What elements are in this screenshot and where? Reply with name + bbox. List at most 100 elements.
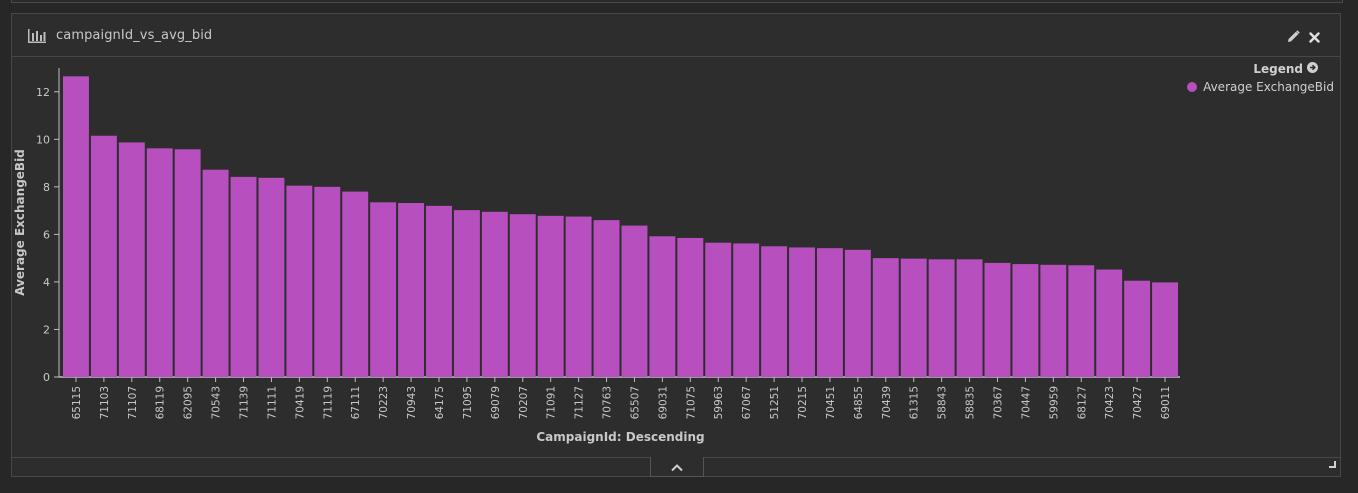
x-tick-label: 71119 xyxy=(322,386,334,419)
legend-item[interactable]: Average ExchangeBid xyxy=(1187,80,1334,94)
bar-chart: 0 2 4 6 8 10 12 Average ExchangeBid 65115 71103 71… xyxy=(13,68,1180,444)
collapse-button[interactable] xyxy=(650,457,704,477)
bar xyxy=(984,262,1011,377)
bar xyxy=(1096,269,1123,377)
x-tick-label: 71127 xyxy=(574,386,586,419)
x-tick-label: 71095 xyxy=(462,386,474,419)
bar xyxy=(956,259,983,377)
bar xyxy=(398,203,425,377)
x-tick-label: 70451 xyxy=(825,386,837,419)
bar xyxy=(1012,264,1039,377)
bar xyxy=(705,242,732,377)
bar xyxy=(286,185,313,377)
bar xyxy=(844,249,871,377)
pencil-icon[interactable] xyxy=(1287,28,1300,47)
x-tick-label: 70215 xyxy=(797,386,809,419)
bar xyxy=(1124,280,1151,377)
bar xyxy=(481,211,508,377)
bar xyxy=(872,258,899,377)
x-tick-label: 71139 xyxy=(239,386,251,419)
x-tick-label: 70943 xyxy=(406,386,418,419)
y-tick-label: 0 xyxy=(43,371,50,384)
bar xyxy=(789,247,815,377)
x-tick-label: 70439 xyxy=(881,386,893,419)
y-tick-label: 6 xyxy=(43,228,50,241)
bar xyxy=(621,225,648,377)
bar xyxy=(761,246,788,377)
bar xyxy=(453,210,480,377)
x-tick-label: 70543 xyxy=(211,386,223,419)
bar xyxy=(509,214,536,377)
y-tick-label: 2 xyxy=(43,323,50,336)
x-tick-label: 71107 xyxy=(127,386,139,419)
x-tick-label: 71091 xyxy=(546,386,558,419)
x-tick-label: 70223 xyxy=(378,386,390,419)
resize-handle-icon[interactable] xyxy=(1329,453,1336,472)
previous-panel-bottom xyxy=(11,0,1343,3)
bar xyxy=(202,169,229,377)
y-axis-label: Average ExchangeBid xyxy=(13,149,27,296)
x-tick-label: 70367 xyxy=(992,386,1004,419)
x-tick-label: 70419 xyxy=(294,386,306,419)
x-tick-label: 59959 xyxy=(1048,386,1060,419)
x-tick-label: 51251 xyxy=(769,386,781,419)
chart-area: 0 2 4 6 8 10 12 Average ExchangeBid 65115 71103 71… xyxy=(12,57,1340,457)
x-tick-label: 71103 xyxy=(99,386,111,419)
y-tick-label: 8 xyxy=(43,181,50,194)
x-tick-label: 69011 xyxy=(1160,386,1172,419)
x-tick-label: 64175 xyxy=(434,386,446,419)
bar xyxy=(426,205,452,377)
bar xyxy=(370,202,397,377)
bar xyxy=(677,237,704,377)
bar xyxy=(1152,282,1178,377)
close-icon[interactable] xyxy=(1309,28,1320,47)
bar xyxy=(733,243,760,377)
bar xyxy=(118,142,145,377)
bar xyxy=(565,216,592,377)
bar xyxy=(1040,264,1067,377)
x-tick-label: 68119 xyxy=(155,386,167,419)
x-tick-label: 62095 xyxy=(183,386,195,419)
legend-toggle[interactable]: Legend xyxy=(1253,62,1318,76)
x-tick-label: 70207 xyxy=(518,386,530,419)
x-tick-label: 58835 xyxy=(965,386,977,419)
x-tick-label: 69031 xyxy=(657,386,669,419)
legend-title: Legend xyxy=(1253,62,1303,76)
x-tick-label: 70423 xyxy=(1104,386,1116,419)
x-tick-label: 65115 xyxy=(71,386,83,419)
bar xyxy=(230,176,257,377)
bar xyxy=(537,215,564,377)
y-tick-label: 12 xyxy=(36,86,50,99)
y-tick-label: 4 xyxy=(43,276,50,289)
arrow-circle-right-icon xyxy=(1307,62,1318,76)
legend-item-label: Average ExchangeBid xyxy=(1203,80,1334,94)
x-tick-label: 67111 xyxy=(350,386,362,419)
x-tick-label: 71075 xyxy=(685,386,697,419)
x-tick-label: 70427 xyxy=(1132,386,1144,419)
panel-header: campaignId_vs_avg_bid xyxy=(12,14,1340,57)
bar xyxy=(928,259,955,377)
bar-chart-icon xyxy=(28,28,46,47)
x-tick-label: 65507 xyxy=(629,386,641,419)
x-tick-label: 67067 xyxy=(741,386,753,419)
x-tick-label: 64855 xyxy=(853,386,865,419)
x-tick-label: 68127 xyxy=(1076,386,1088,419)
y-tick-label: 10 xyxy=(36,133,50,146)
bar xyxy=(342,191,369,377)
bar xyxy=(1068,265,1095,377)
chart-panel: campaignId_vs_avg_bid 0 2 4 6 8 10 12 Average E… xyxy=(11,13,1341,477)
bar xyxy=(593,220,620,377)
x-tick-label: 70763 xyxy=(602,386,614,419)
bar xyxy=(63,76,89,378)
x-axis-label: CampaignId: Descending xyxy=(536,430,704,444)
bar xyxy=(900,258,927,377)
panel-title: campaignId_vs_avg_bid xyxy=(56,28,213,43)
x-tick-label: 61315 xyxy=(909,386,921,419)
legend-swatch xyxy=(1187,82,1198,92)
bar xyxy=(174,149,201,377)
x-tick-label: 59963 xyxy=(713,386,725,419)
bar xyxy=(258,177,285,377)
x-tick-label: 71111 xyxy=(266,386,278,419)
bar xyxy=(649,236,676,377)
x-tick-label: 70447 xyxy=(1020,386,1032,419)
